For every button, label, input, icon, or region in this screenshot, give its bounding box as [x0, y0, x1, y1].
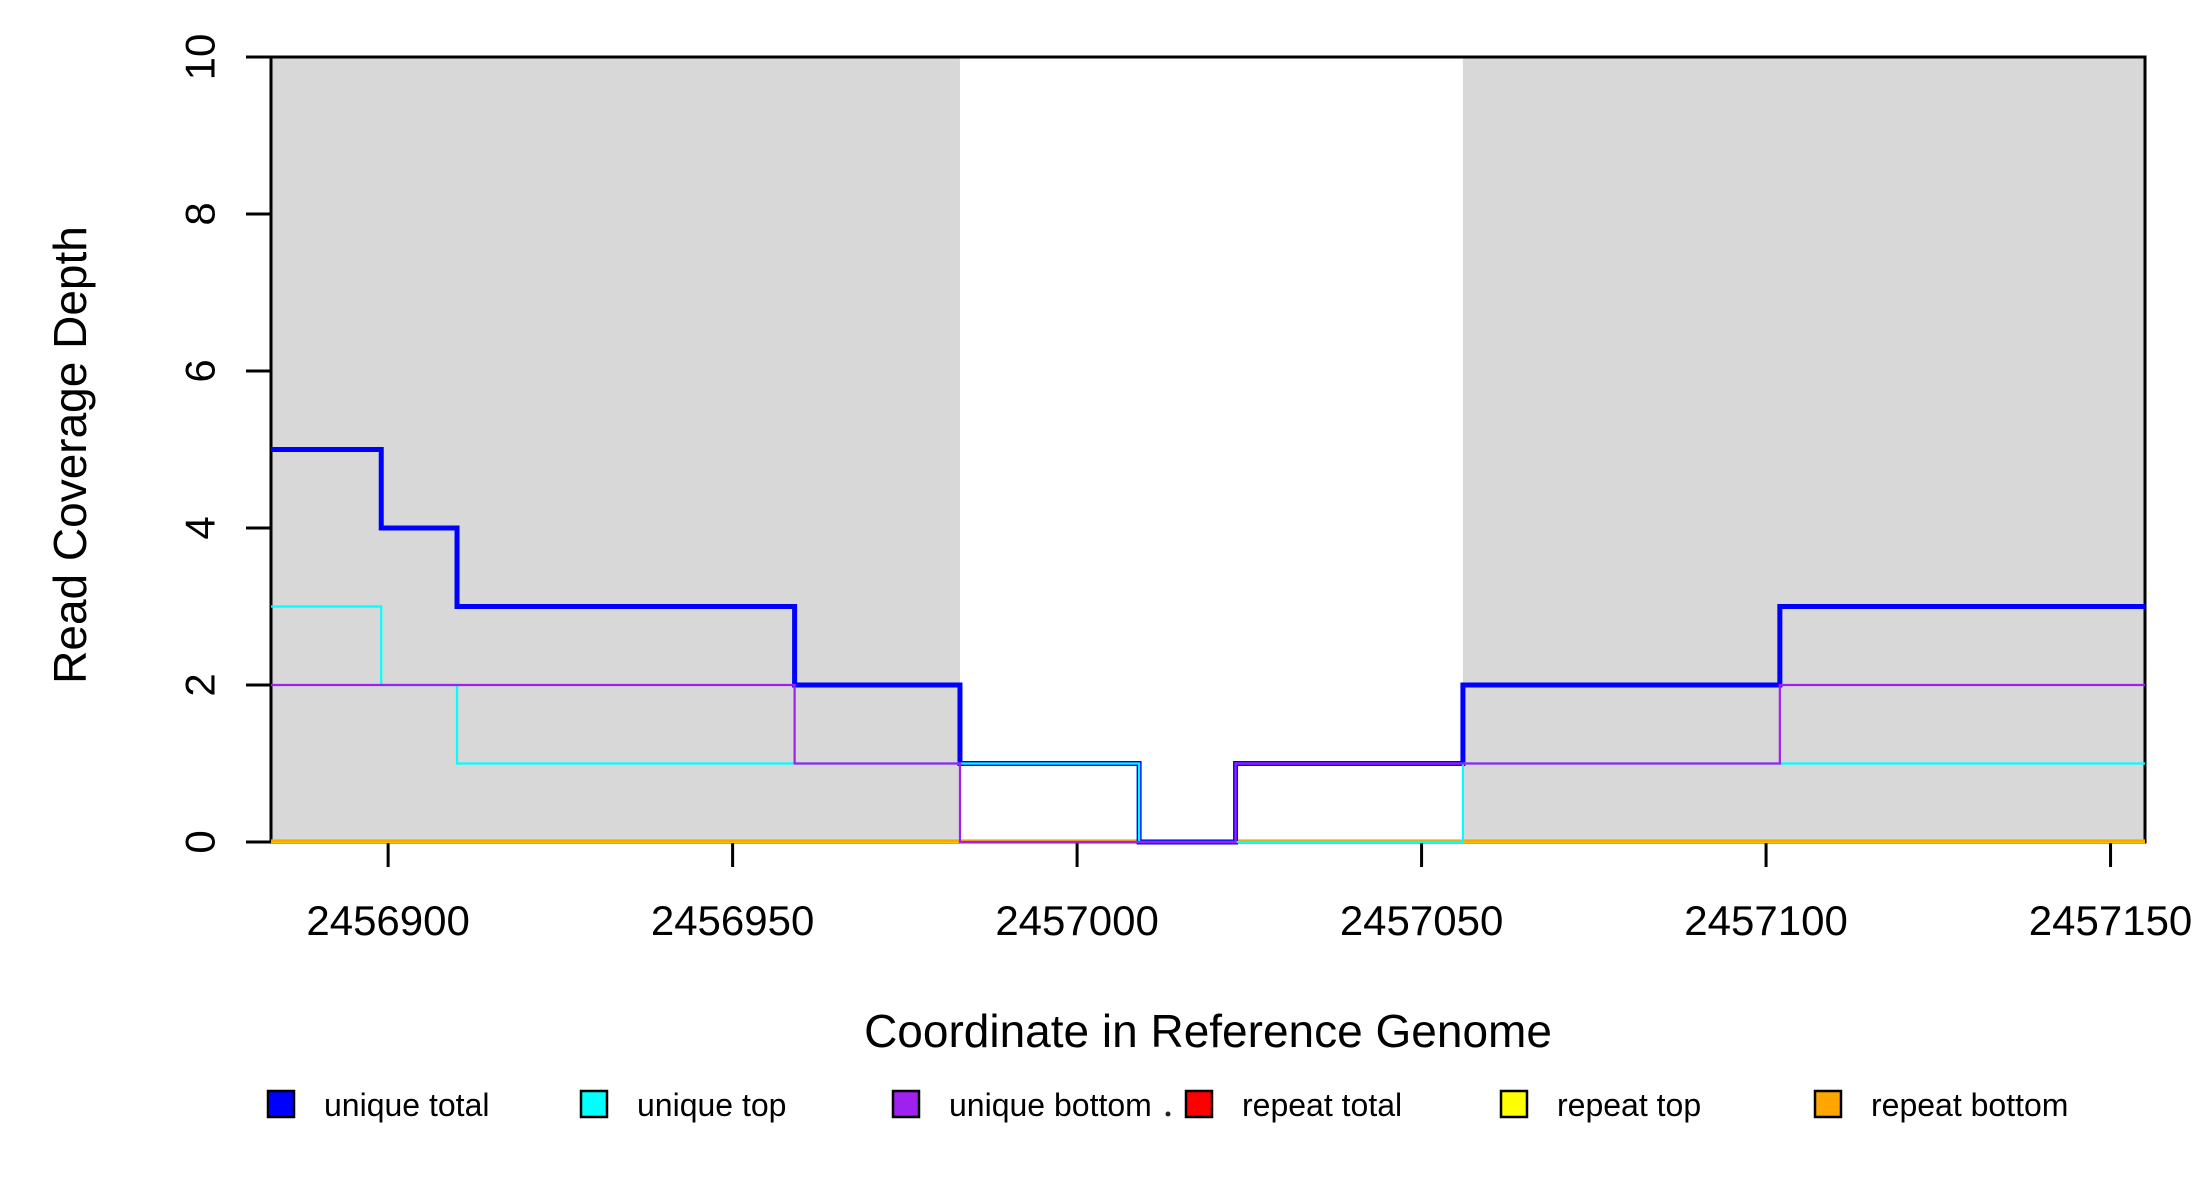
x-tick-label: 2457100 — [1684, 897, 1848, 944]
y-tick-label: 2 — [177, 673, 224, 696]
legend-swatch-unique-total — [266, 1089, 296, 1119]
x-tick-label: 2457000 — [995, 897, 1159, 944]
y-tick-label: 8 — [177, 202, 224, 225]
legend-label-unique-bottom: unique bottom — [949, 1087, 1152, 1123]
x-axis-title: Coordinate in Reference Genome — [864, 1005, 1552, 1057]
legend-item-unique-top: unique top — [579, 1087, 786, 1123]
y-axis-title: Read Coverage Depth — [44, 226, 96, 684]
y-tick-label: 0 — [177, 830, 224, 853]
axes: 2456900 2456950 2457000 2457050 2457100 24571… — [177, 34, 2193, 944]
legend-label-repeat-top: repeat top — [1557, 1087, 1701, 1123]
legend-label-repeat-total: repeat total — [1242, 1087, 1402, 1123]
legend-item-unique-total: unique total — [266, 1087, 489, 1123]
y-tick-label: 6 — [177, 359, 224, 382]
x-tick-label: 2457050 — [1340, 897, 1504, 944]
y-tick-label: 10 — [177, 34, 224, 81]
legend-swatch-repeat-top — [1499, 1089, 1529, 1119]
shaded-region-left — [271, 57, 960, 842]
legend-swatch-repeat-total — [1184, 1089, 1214, 1119]
x-tick-label: 2456900 — [306, 897, 470, 944]
shaded-regions — [271, 57, 2145, 842]
stray-dot — [1165, 1111, 1171, 1117]
coverage-series — [271, 447, 2145, 845]
x-tick-label: 2456950 — [651, 897, 815, 944]
legend-item-unique-bottom: unique bottom — [891, 1087, 1152, 1123]
series-unique-bottom — [271, 683, 2145, 844]
legend-swatch-unique-bottom — [891, 1089, 921, 1119]
legend-label-unique-total: unique total — [324, 1087, 489, 1123]
shaded-region-right — [1462, 57, 2145, 842]
y-tick-label: 4 — [177, 516, 224, 539]
x-tick-label: 2457150 — [2029, 897, 2193, 944]
legend-item-repeat-total: repeat total — [1184, 1087, 1402, 1123]
legend-swatch-repeat-bottom — [1813, 1089, 1843, 1119]
legend-swatch-unique-top — [579, 1089, 609, 1119]
legend-label-unique-top: unique top — [637, 1087, 786, 1123]
legend-item-repeat-top: repeat top — [1499, 1087, 1701, 1123]
legend-item-repeat-bottom: repeat bottom — [1813, 1087, 2068, 1123]
legend: unique total unique top unique bottom repea… — [266, 1087, 2068, 1123]
legend-label-repeat-bottom: repeat bottom — [1871, 1087, 2068, 1123]
